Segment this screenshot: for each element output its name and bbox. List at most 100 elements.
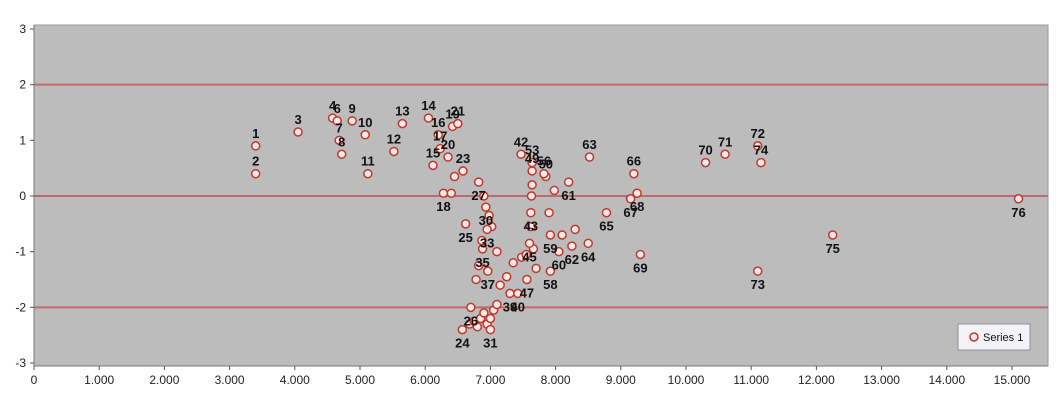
data-point [601,207,612,218]
reference-lines [34,83,1048,309]
data-point [484,210,494,221]
data-point [526,191,537,201]
data-point [435,143,445,154]
data-point [752,266,763,276]
x-tick-label: 3.000 [215,373,245,387]
data-point [472,322,483,332]
data-point [635,249,646,260]
x-tick-label: 14.000 [928,373,965,387]
data-point-label: 8 [338,134,345,149]
data-point [527,180,537,190]
x-tick-label: 12.000 [798,373,835,387]
data-point-label: 23 [456,151,470,166]
data-point-label: 66 [627,154,641,169]
data-point [363,168,373,179]
x-tick-label: 1.000 [84,373,114,387]
data-point-label: 73 [750,277,764,292]
data-point-label: 74 [754,143,769,158]
data-point-label: 49 [525,151,539,166]
data-point-label: 30 [479,213,493,228]
data-point-label: 25 [458,230,472,245]
data-point-label: 26 [464,313,478,328]
data-point [336,149,347,159]
data-point-label: 21 [451,104,465,119]
data-point-label: 10 [358,115,372,130]
data-point-label: 53 [525,143,539,158]
data-point [332,116,342,126]
data-point [473,260,484,271]
data-point-label: 9 [349,101,356,116]
data-point-label: 76 [1011,205,1025,220]
y-tick-label: 0 [19,189,26,203]
data-point [513,288,523,299]
data-point [397,118,408,129]
data-point [700,157,711,168]
data-point-label: 61 [561,188,575,203]
data-point [479,191,489,201]
data-point [756,157,766,168]
x-tick-label: 8.000 [541,373,571,387]
data-point-label: 18 [436,199,450,214]
data-point [423,113,434,123]
y-tick-label: -3 [15,356,26,370]
data-point-label: 35 [475,255,489,270]
data-point [563,177,574,187]
data-point [485,313,496,324]
data-point [521,249,532,260]
data-point [479,308,489,318]
data-point [505,288,515,299]
data-point [567,241,577,251]
data-point-label: 15 [426,145,440,160]
x-tick-label: 5.000 [345,373,375,387]
data-point-label: 60 [552,258,566,273]
data-point [492,299,502,310]
data-point-label: 45 [522,249,536,264]
data-point [545,230,556,240]
data-point-label: 14 [421,98,436,113]
data-point [545,266,556,276]
data-point [526,221,536,232]
data-point [583,238,593,249]
data-point [501,271,512,282]
y-tick-label: 2 [19,78,26,92]
x-tick-label: 13.000 [863,373,900,387]
data-point-label: 12 [387,131,401,146]
data-point [527,157,537,168]
data-point [549,185,560,196]
x-tick-label: 0 [31,373,38,387]
data-point [250,168,261,179]
data-point-label: 4 [329,98,337,113]
x-tick-label: 9.000 [606,373,636,387]
data-point-label: 43 [524,219,538,234]
data-point-label: 72 [750,126,764,141]
x-tick-label: 6.000 [410,373,440,387]
data-point [471,274,481,285]
data-point [531,263,541,274]
data-point [347,116,357,126]
data-point [443,152,453,162]
y-tick-label: -2 [15,300,26,314]
data-point-label: 16 [431,115,445,130]
data-point [458,166,468,176]
data-point [554,246,564,257]
data-point [584,152,595,162]
data-point [625,194,636,204]
data-point-label: 11 [361,154,375,169]
data-point-label: 17 [433,129,447,144]
data-point-label: 3 [294,112,301,127]
data-point [428,160,438,171]
data-point [629,168,639,179]
data-point [334,135,344,146]
data-point [477,244,488,254]
x-axis: 0 1.000 2.000 3.000 4.000 5.000 6.000 7.000 8.00… [31,365,1048,387]
data-point-label: 13 [395,104,409,119]
data-point [481,202,491,212]
data-point [539,168,549,179]
data-points [250,113,1024,335]
x-tick-label: 4.000 [280,373,310,387]
data-point-label: 71 [718,134,732,149]
data-point-label: 50 [539,157,553,172]
data-point-label: 56 [537,154,551,169]
data-point [482,224,492,235]
